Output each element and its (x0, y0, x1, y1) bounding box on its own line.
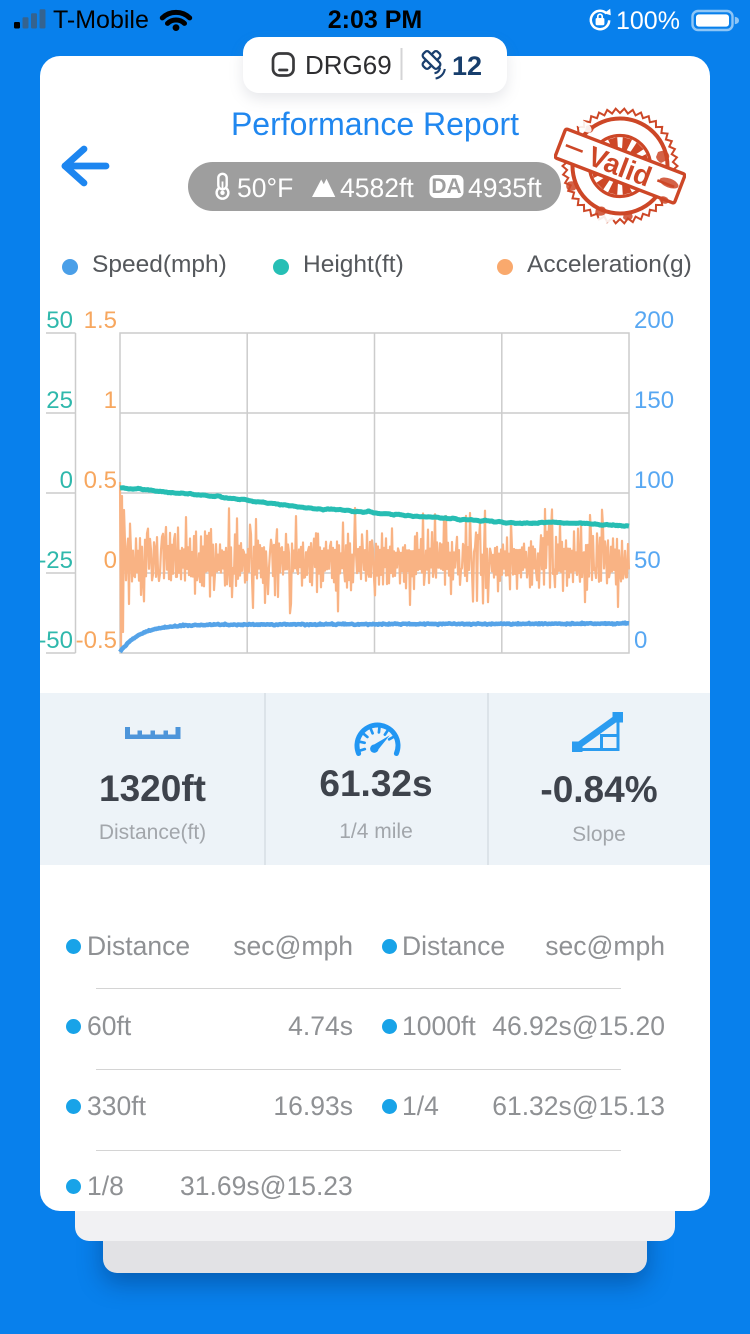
svg-text:1.5: 1.5 (84, 307, 117, 334)
svg-text:50: 50 (634, 547, 661, 574)
svg-text:150: 150 (634, 387, 674, 414)
svg-text:25: 25 (46, 387, 73, 414)
svg-text:100: 100 (634, 467, 674, 494)
svg-text:DA: DA (431, 175, 461, 198)
svg-text:0: 0 (104, 547, 117, 574)
svg-text:0: 0 (60, 467, 73, 494)
svg-text:-50: -50 (40, 627, 73, 654)
svg-text:0.5: 0.5 (84, 467, 117, 494)
svg-text:-0.5: -0.5 (76, 627, 117, 654)
svg-text:200: 200 (634, 307, 674, 334)
svg-text:50: 50 (46, 307, 73, 334)
svg-text:-25: -25 (40, 547, 73, 574)
svg-text:0: 0 (634, 627, 647, 654)
svg-text:1: 1 (104, 387, 117, 414)
